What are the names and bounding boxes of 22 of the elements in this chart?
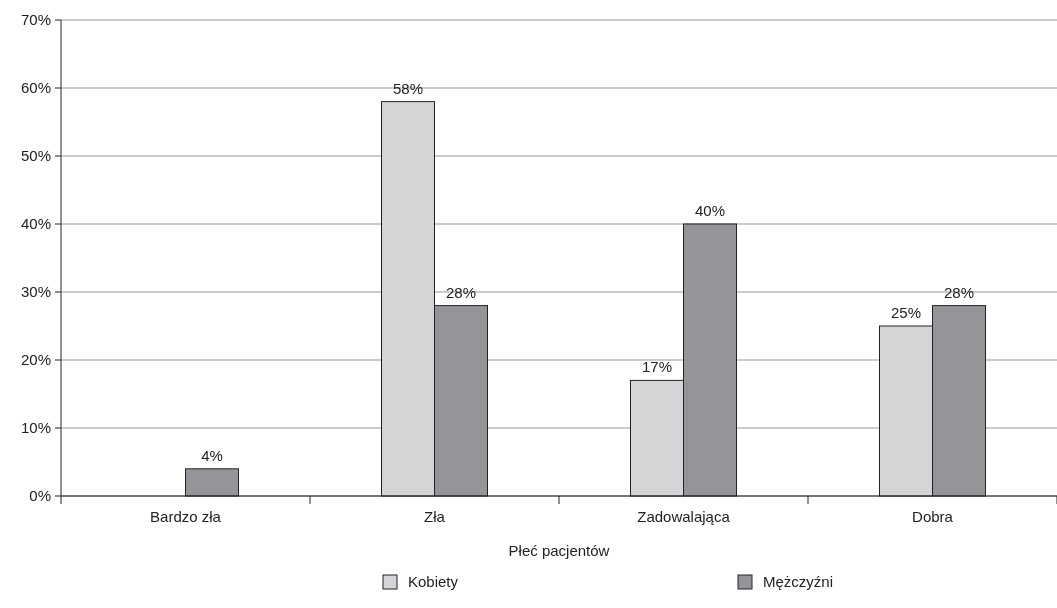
data-label: 4%	[201, 446, 223, 464]
data-label: 40%	[694, 202, 726, 219]
y-tick-label: 40%	[20, 215, 51, 233]
y-tick-label: 70%	[20, 11, 51, 29]
y-tick-label: 0%	[29, 487, 51, 505]
x-tick-label: Bardzo zła	[150, 508, 222, 525]
y-tick-label: 30%	[20, 283, 51, 301]
x-tick-label: Dobra	[912, 508, 954, 525]
data-label: 28%	[943, 283, 975, 301]
data-label: 25%	[890, 304, 922, 321]
data-label: 28%	[445, 283, 477, 301]
x-axis-title: Płeć pacjentów	[508, 542, 610, 559]
y-tick-label: 10%	[20, 419, 51, 437]
y-tick-label: 50%	[20, 147, 51, 165]
legend-label: Kobiety	[408, 573, 459, 590]
y-tick-label: 20%	[20, 351, 51, 369]
y-tick-label: 60%	[20, 79, 51, 97]
data-label: 58%	[392, 79, 424, 97]
legend-label: Mężczyźni	[763, 573, 834, 590]
x-tick-label: Zadowalająca	[637, 508, 731, 525]
data-label: 17%	[641, 358, 673, 376]
x-tick-label: Zła	[424, 508, 446, 525]
